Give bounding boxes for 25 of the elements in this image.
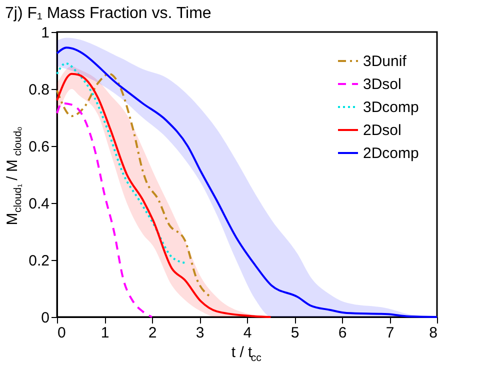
- x-tick-label: 0: [58, 324, 66, 342]
- y-tick-label: 0.4: [28, 196, 50, 212]
- x-tick-label: 1: [100, 324, 110, 342]
- x-tick-label: 2: [148, 324, 157, 342]
- x-tick-label: 4: [243, 324, 252, 342]
- y-tick-label: 1: [41, 24, 50, 42]
- chart-title: 7j) F₁ Mass Fraction vs. Time: [5, 5, 212, 22]
- legend-label: 3Dsol: [363, 76, 402, 93]
- legend-label: 2Dcomp: [363, 145, 419, 162]
- y-tick-label: 0.2: [28, 252, 50, 270]
- y-tick-label: 0.6: [28, 138, 50, 156]
- legend-label: 3Dcomp: [363, 99, 419, 116]
- y-tick-label: 0: [41, 310, 50, 326]
- x-tick-label: 3: [196, 324, 204, 342]
- x-tick-label: 8: [429, 324, 438, 342]
- x-tick-label: 7: [386, 324, 394, 342]
- line-series: [56, 62, 186, 264]
- y-tick-label: 0.8: [28, 82, 50, 98]
- y-axis-title: Mcloud₁ / Mcloudₒ: [4, 126, 24, 226]
- legend-label: 3Dunif: [363, 53, 408, 70]
- legend-label: 2Dsol: [363, 122, 402, 139]
- line-series: [56, 102, 153, 318]
- line-series: [56, 72, 212, 298]
- x-tick-label: 5: [290, 324, 300, 342]
- x-tick-label: 6: [338, 324, 347, 342]
